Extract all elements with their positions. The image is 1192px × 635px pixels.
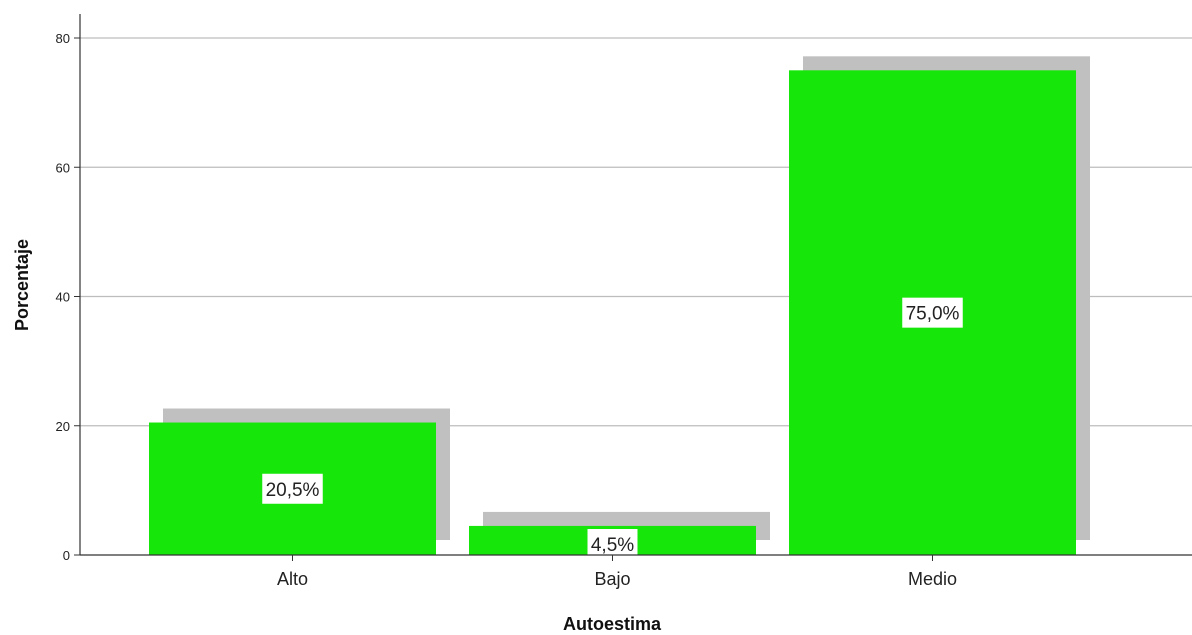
data-label-box [587,529,638,559]
data-label-box [902,297,963,328]
y-tick-label: 80 [56,31,70,46]
data-label: 75,0% [906,304,960,325]
x-tick-label: Alto [277,569,308,589]
y-axis-title: Porcentaje [12,239,32,331]
x-tick-label: Bajo [594,569,630,589]
y-tick-label: 0 [63,548,70,563]
x-axis-title: Autoestima [563,614,662,634]
data-labels: 20,5% 4,5% 75,0% [262,297,963,559]
data-label-box [262,473,323,504]
axes: 0 20 40 60 80 Alto Bajo Medio [56,14,1192,589]
y-tick-label: 60 [56,160,70,175]
data-label: 4,5% [591,535,634,556]
y-tick-label: 40 [56,290,70,305]
data-label: 20,5% [266,480,320,501]
y-tick-label: 20 [56,419,70,434]
x-tick-label: Medio [908,569,957,589]
